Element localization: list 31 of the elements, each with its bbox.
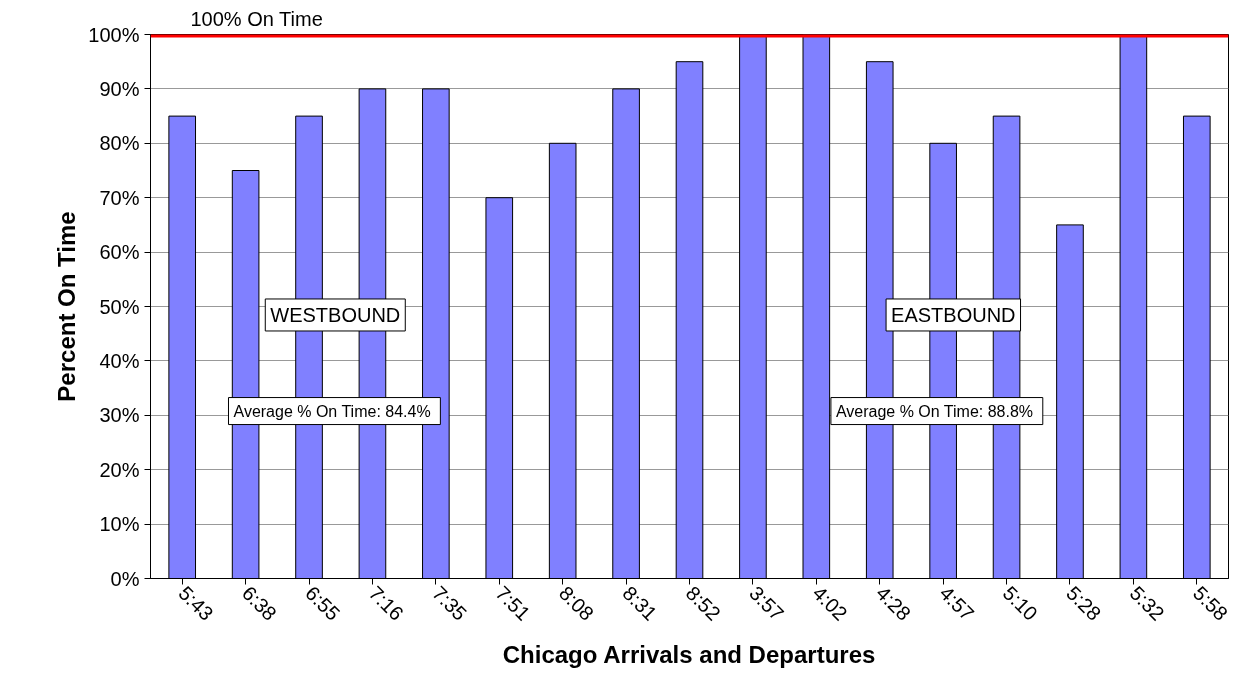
y-axis-title: Percent On Time: [53, 211, 81, 402]
x-tick-label: 4:28: [871, 581, 916, 625]
y-tick-label: 20%: [99, 458, 140, 481]
x-tick-label: 4:57: [935, 581, 979, 625]
annotation: Average % On Time: 88.8%: [835, 402, 1034, 420]
y-tick-label: 30%: [99, 404, 140, 427]
y-tick-label: 50%: [99, 295, 140, 318]
x-tick-label: 5:10: [998, 581, 1042, 625]
x-tick-label: 4:02: [808, 581, 852, 625]
x-tick-label: 5:43: [174, 581, 218, 625]
y-tick-label: 100%: [88, 23, 140, 46]
y-tick-label: 80%: [99, 132, 140, 155]
y-tick-label: 70%: [99, 186, 140, 209]
y-tick-label: 60%: [99, 241, 140, 264]
y-tick-label: 40%: [99, 349, 140, 372]
x-tick-label: 8:31: [618, 581, 662, 625]
annotation: EASTBOUND: [891, 303, 1016, 326]
x-tick-label: 8:52: [681, 581, 725, 625]
y-tick-label: 90%: [99, 77, 140, 100]
y-tick-label: 10%: [99, 513, 140, 536]
x-tick-label: 5:58: [1189, 581, 1233, 625]
annotation: Average % On Time: 84.4%: [233, 402, 431, 420]
x-tick-label: 5:28: [1062, 581, 1106, 625]
x-tick-label: 3:57: [745, 581, 789, 625]
x-axis-title: Chicago Arrivals and Departures: [502, 640, 876, 668]
ref-line-label: 100% On Time: [190, 7, 323, 30]
x-tick-label: 6:38: [237, 581, 281, 625]
x-tick-label: 8:08: [554, 581, 598, 625]
annotation: WESTBOUND: [270, 303, 401, 326]
y-tick-label: 0%: [110, 567, 140, 590]
x-tick-label: 6:55: [301, 581, 345, 625]
